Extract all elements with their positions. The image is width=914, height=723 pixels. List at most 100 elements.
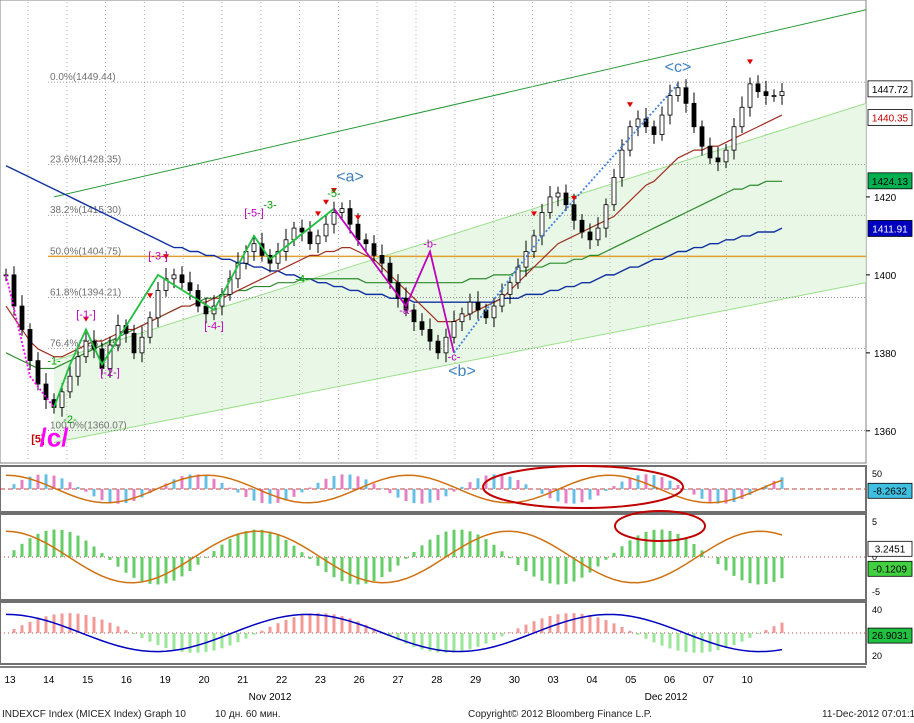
- indicator-bar: [260, 630, 264, 633]
- price-bar-body: [347, 208, 353, 225]
- ma-red-line: [5, 114, 783, 358]
- indicator-bar: [20, 479, 24, 489]
- sell-signal-marker: [627, 102, 633, 108]
- indicator-bar: [436, 633, 440, 653]
- indicator-bar: [684, 489, 688, 490]
- indicator-bar: [300, 615, 304, 633]
- price-bar-body: [187, 282, 193, 291]
- indicator-bar: [740, 633, 744, 642]
- indicator-bar: [628, 630, 632, 633]
- indicator-bar: [212, 478, 216, 489]
- wave-label: -3-: [263, 200, 277, 212]
- indicator-bar: [244, 531, 248, 557]
- indicator-bar: [396, 633, 400, 641]
- indicator-bar: [132, 557, 136, 578]
- wave-label: -1-: [47, 356, 61, 368]
- indicator-bar: [444, 531, 448, 557]
- wave-label: -5-: [327, 188, 341, 200]
- indicator-bar: [556, 557, 560, 585]
- indicator-bar: [740, 489, 744, 500]
- indicator-bar: [388, 557, 392, 572]
- indicator-bar: [548, 557, 552, 584]
- indicator-bar: [348, 618, 352, 633]
- indicator-bar: [228, 538, 232, 557]
- indicator-bar: [12, 550, 16, 557]
- indicator-tick-label: 5: [872, 517, 877, 527]
- indicator-bar: [452, 633, 456, 653]
- indicator-bar: [116, 489, 120, 504]
- price-tag-box: [867, 80, 913, 98]
- indicator-bar: [276, 623, 280, 633]
- indicator-bar: [308, 557, 312, 560]
- indicator-bar: [588, 557, 592, 573]
- price-bar-body: [371, 243, 377, 256]
- price-bar-body: [579, 219, 585, 233]
- price-tag-box: [867, 172, 913, 190]
- indicator-bar: [276, 535, 280, 557]
- indicator-bar: [364, 557, 368, 584]
- indicator-bar: [620, 481, 624, 489]
- indicator-bar: [76, 535, 80, 557]
- price-bar-body: [475, 301, 481, 311]
- wave-label: -a-: [399, 305, 413, 317]
- price-bar-body: [331, 212, 337, 225]
- indicator-bar: [716, 489, 720, 504]
- indicator-bar: [252, 529, 256, 557]
- price-bar-body: [395, 282, 401, 299]
- indicator-bar: [84, 614, 88, 633]
- channel-mid-line: [53, 102, 867, 362]
- indicator-value-box: [867, 482, 913, 499]
- indicator-bar: [748, 489, 752, 495]
- indicator-bar: [340, 557, 344, 582]
- indicator-bar: [468, 633, 472, 650]
- price-bar-body: [715, 157, 721, 163]
- indicator-bar: [244, 633, 248, 639]
- price-tag-label: 1440.35: [872, 114, 909, 125]
- indicator-bar: [260, 529, 264, 557]
- indicator-bar: [100, 489, 104, 501]
- indicator-bar: [164, 483, 168, 489]
- price-bar-body: [731, 126, 737, 151]
- indicator-bar: [748, 557, 752, 584]
- indicator-bar: [604, 620, 608, 633]
- indicator-bar: [356, 621, 360, 633]
- x-tick-label: 26: [354, 675, 366, 686]
- indicator-bar: [92, 546, 96, 557]
- wave-label: [-5-]: [244, 207, 264, 219]
- price-bar-body: [571, 204, 577, 221]
- indicator-bar: [484, 539, 488, 557]
- indicator-bar: [268, 531, 272, 557]
- indicator-bar: [276, 489, 280, 503]
- y-tick-label: 1360: [874, 427, 897, 438]
- indicator-bar: [148, 557, 152, 584]
- indicator-bar: [140, 489, 144, 498]
- wave-label: /c/: [40, 422, 69, 452]
- indicator-bar: [772, 557, 776, 582]
- indicator-bar: [588, 615, 592, 633]
- price-bar-body: [139, 336, 145, 354]
- price-bar-body: [107, 344, 113, 369]
- indicator-bar: [500, 474, 504, 489]
- indicator-bar: [756, 633, 760, 634]
- price-bar-body: [547, 196, 553, 213]
- indicator-value-box: [867, 540, 913, 557]
- indicator-bar: [124, 630, 128, 633]
- indicator-bar: [556, 489, 560, 502]
- indicator-bar: [228, 633, 232, 646]
- indicator-bar: [268, 489, 272, 504]
- indicator-bar: [660, 529, 664, 557]
- indicator-bar: [236, 534, 240, 557]
- price-bar-body: [619, 149, 625, 178]
- indicator-bar: [60, 613, 64, 633]
- indicator-bar: [628, 477, 632, 489]
- wave-label: -2-: [63, 414, 77, 426]
- indicator-bar: [292, 545, 296, 557]
- indicator-bar: [668, 480, 672, 489]
- indicator-bar: [548, 615, 552, 633]
- indicator-bar: [436, 534, 440, 557]
- indicator-bar: [148, 633, 152, 642]
- indicator-bar: [140, 557, 144, 582]
- x-tick-label: 15: [82, 675, 94, 686]
- indicator-bar: [684, 538, 688, 557]
- indicator-bar: [388, 633, 392, 637]
